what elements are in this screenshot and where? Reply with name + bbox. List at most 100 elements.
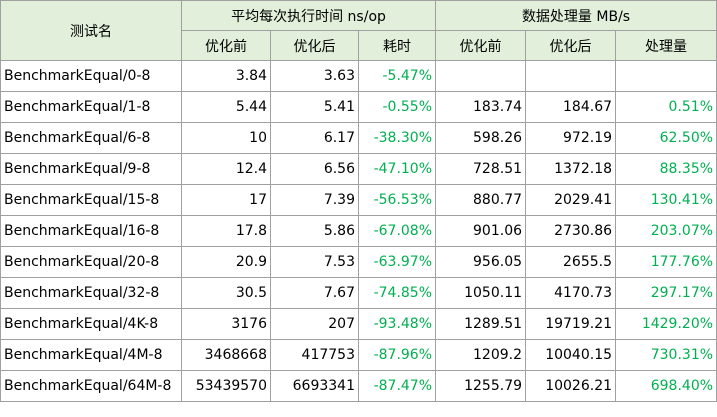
cell-time-before: 20.9 [181, 246, 271, 278]
cell-test-name: BenchmarkEqual/6-8 [0, 122, 182, 154]
table-row: BenchmarkEqual/6-8 10 6.17 -38.30% 598.2… [0, 122, 717, 154]
cell-time-before: 30.5 [181, 277, 271, 309]
cell-time-before: 3176 [181, 308, 271, 340]
cell-mb-delta: 62.50% [615, 122, 717, 154]
header-row-groups: 测试名 平均每次执行时间 ns/op 数据处理量 MB/s [0, 0, 717, 61]
cell-time-delta: -87.96% [357, 339, 437, 371]
cell-mb-delta: 0.51% [615, 91, 717, 123]
cell-mb-after [525, 60, 617, 92]
header-group-throughput: 数据处理量 MB/s [435, 0, 717, 31]
cell-time-after: 207 [270, 308, 359, 340]
cell-mb-delta [615, 60, 717, 92]
cell-mb-delta: 177.76% [615, 246, 717, 278]
header-time-after: 优化后 [270, 30, 359, 61]
cell-mb-after: 2730.86 [525, 215, 617, 247]
cell-test-name: BenchmarkEqual/1-8 [0, 91, 182, 123]
cell-mb-before: 183.74 [435, 91, 527, 123]
cell-mb-before: 1255.79 [435, 370, 527, 402]
cell-mb-after: 184.67 [525, 91, 617, 123]
table-row: BenchmarkEqual/64M-8 53439570 6693341 -8… [0, 370, 717, 402]
cell-time-after: 6.56 [270, 153, 359, 185]
cell-test-name: BenchmarkEqual/32-8 [0, 277, 182, 309]
cell-time-before: 17.8 [181, 215, 271, 247]
table-row: BenchmarkEqual/20-8 20.9 7.53 -63.97% 95… [0, 246, 717, 278]
cell-mb-before: 956.05 [435, 246, 527, 278]
cell-test-name: BenchmarkEqual/16-8 [0, 215, 182, 247]
cell-mb-before: 1289.51 [435, 308, 527, 340]
cell-mb-after: 2029.41 [525, 184, 617, 216]
cell-mb-before: 1209.2 [435, 339, 527, 371]
cell-time-after: 417753 [270, 339, 359, 371]
cell-mb-after: 4170.73 [525, 277, 617, 309]
cell-time-after: 5.86 [270, 215, 359, 247]
cell-mb-delta: 297.17% [615, 277, 717, 309]
cell-time-after: 6.17 [270, 122, 359, 154]
table-row: BenchmarkEqual/16-8 17.8 5.86 -67.08% 90… [0, 215, 717, 247]
table-row: BenchmarkEqual/32-8 30.5 7.67 -74.85% 10… [0, 277, 717, 309]
cell-time-delta: -74.85% [357, 277, 437, 309]
cell-mb-before: 901.06 [435, 215, 527, 247]
header-group-time: 平均每次执行时间 ns/op [180, 0, 437, 31]
header-row-columns: 优化前 优化后 耗时 优化前 优化后 处理量 [1, 30, 717, 61]
cell-time-delta: -87.47% [357, 370, 437, 402]
cell-time-before: 12.4 [181, 153, 271, 185]
cell-time-delta: -63.97% [357, 246, 437, 278]
table-body: BenchmarkEqual/0-8 3.84 3.63 -5.47% Benc… [0, 60, 717, 402]
cell-mb-after: 1372.18 [525, 153, 617, 185]
header-time-before: 优化前 [181, 30, 271, 61]
cell-time-after: 3.63 [270, 60, 359, 92]
cell-mb-after: 19719.21 [525, 308, 617, 340]
cell-time-delta: -56.53% [357, 184, 437, 216]
cell-mb-after: 2655.5 [525, 246, 617, 278]
cell-mb-before: 1050.11 [435, 277, 527, 309]
benchmark-table: 测试名 平均每次执行时间 ns/op 数据处理量 MB/s 优化前 优化后 耗时… [0, 0, 717, 402]
cell-mb-delta: 730.31% [615, 339, 717, 371]
cell-time-before: 3.84 [181, 60, 271, 92]
cell-test-name: BenchmarkEqual/20-8 [0, 246, 182, 278]
table-row: BenchmarkEqual/15-8 17 7.39 -56.53% 880.… [0, 184, 717, 216]
cell-time-delta: -0.55% [357, 91, 437, 123]
cell-mb-delta: 88.35% [615, 153, 717, 185]
cell-time-delta: -5.47% [357, 60, 437, 92]
table-header: 测试名 平均每次执行时间 ns/op 数据处理量 MB/s 优化前 优化后 耗时… [0, 0, 717, 61]
header-mb-before: 优化前 [435, 30, 527, 61]
cell-mb-before [435, 60, 527, 92]
table-row: BenchmarkEqual/4M-8 3468668 417753 -87.9… [0, 339, 717, 371]
cell-mb-after: 972.19 [525, 122, 617, 154]
cell-time-after: 7.67 [270, 277, 359, 309]
cell-mb-delta: 1429.20% [615, 308, 717, 340]
cell-time-after: 7.53 [270, 246, 359, 278]
header-mb-delta: 处理量 [615, 30, 717, 61]
table-row: BenchmarkEqual/0-8 3.84 3.63 -5.47% [0, 60, 717, 92]
cell-time-after: 6693341 [270, 370, 359, 402]
cell-test-name: BenchmarkEqual/15-8 [0, 184, 182, 216]
cell-test-name: BenchmarkEqual/0-8 [0, 60, 182, 92]
cell-mb-before: 598.26 [435, 122, 527, 154]
header-test-name: 测试名 [0, 0, 182, 61]
table-row: BenchmarkEqual/4K-8 3176 207 -93.48% 128… [0, 308, 717, 340]
cell-mb-delta: 203.07% [615, 215, 717, 247]
cell-time-delta: -38.30% [357, 122, 437, 154]
cell-test-name: BenchmarkEqual/4K-8 [0, 308, 182, 340]
header-mb-after: 优化后 [525, 30, 617, 61]
cell-test-name: BenchmarkEqual/4M-8 [0, 339, 182, 371]
cell-time-before: 5.44 [181, 91, 271, 123]
table-row: BenchmarkEqual/9-8 12.4 6.56 -47.10% 728… [0, 153, 717, 185]
cell-time-delta: -67.08% [357, 215, 437, 247]
cell-time-before: 10 [181, 122, 271, 154]
cell-time-before: 3468668 [181, 339, 271, 371]
cell-time-after: 5.41 [270, 91, 359, 123]
cell-time-delta: -93.48% [357, 308, 437, 340]
cell-test-name: BenchmarkEqual/64M-8 [0, 370, 182, 402]
cell-time-delta: -47.10% [357, 153, 437, 185]
header-time-delta: 耗时 [357, 30, 437, 61]
cell-mb-after: 10040.15 [525, 339, 617, 371]
cell-test-name: BenchmarkEqual/9-8 [0, 153, 182, 185]
cell-time-after: 7.39 [270, 184, 359, 216]
cell-mb-before: 728.51 [435, 153, 527, 185]
cell-mb-delta: 130.41% [615, 184, 717, 216]
cell-mb-after: 10026.21 [525, 370, 617, 402]
table-row: BenchmarkEqual/1-8 5.44 5.41 -0.55% 183.… [0, 91, 717, 123]
cell-time-before: 17 [181, 184, 271, 216]
cell-mb-before: 880.77 [435, 184, 527, 216]
